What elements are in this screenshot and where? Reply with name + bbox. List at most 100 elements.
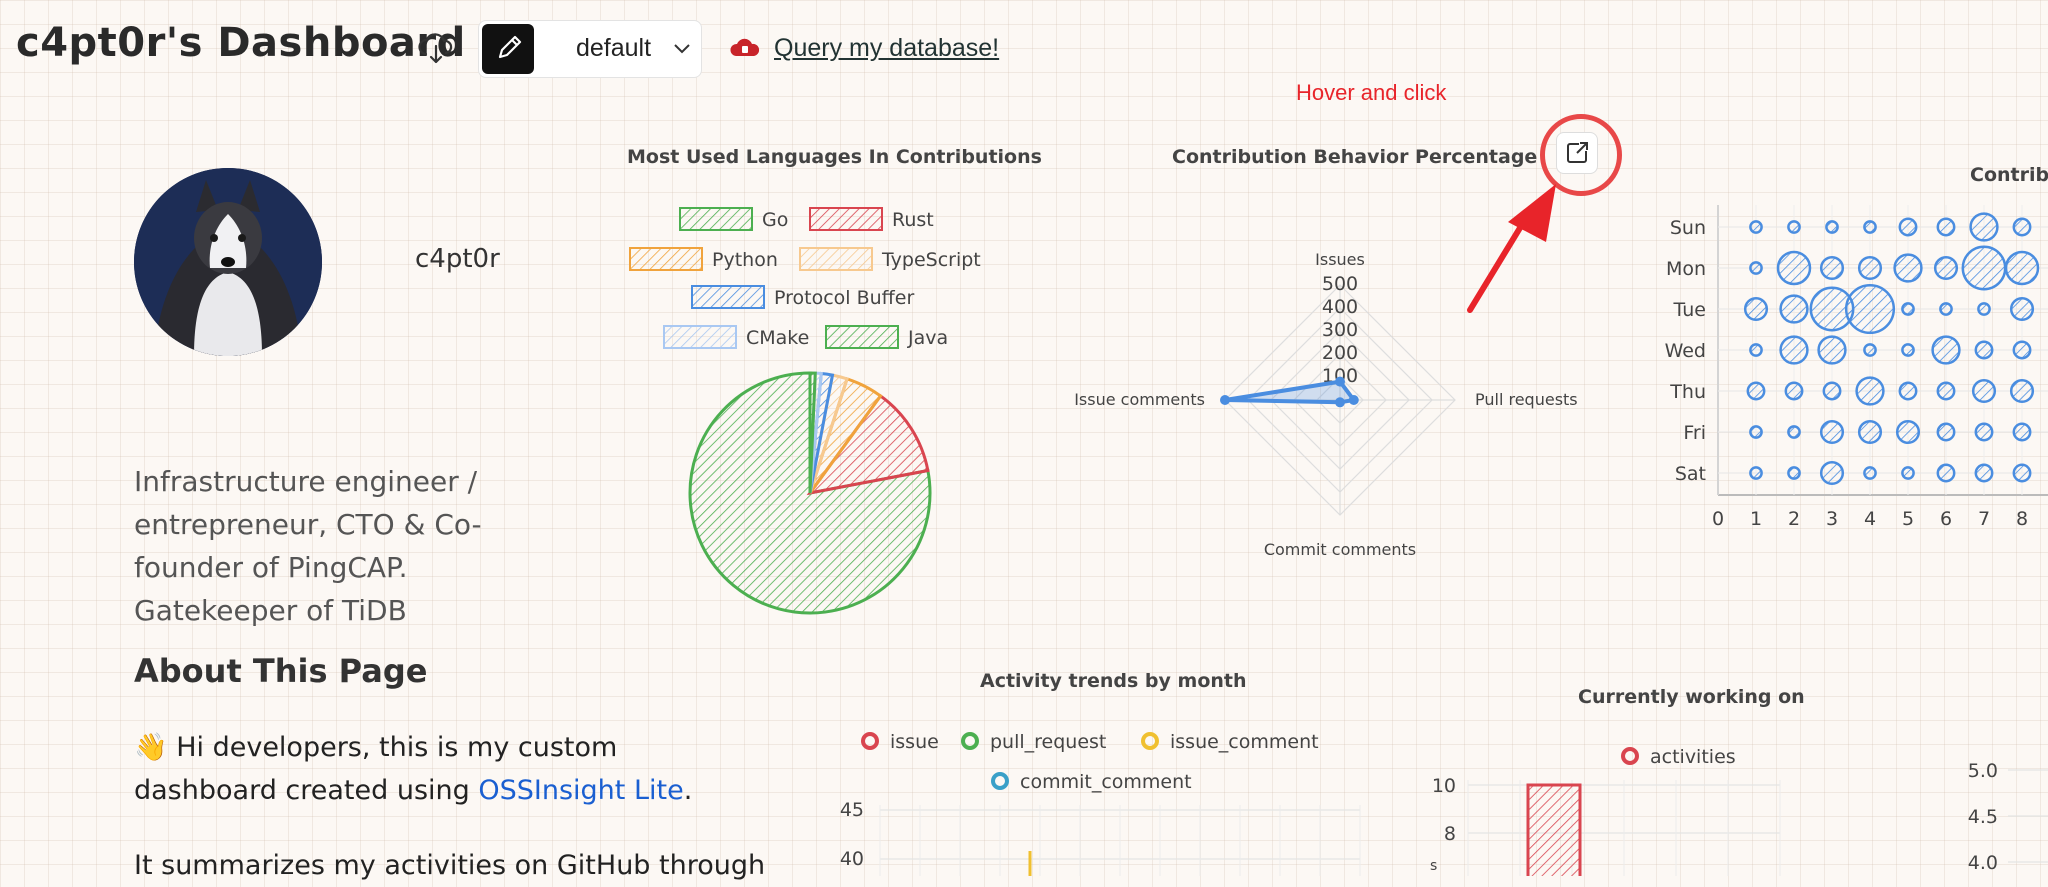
- x-tick-7: 7: [1978, 508, 1990, 530]
- scatter-point: [1749, 220, 1763, 234]
- radar-point: [1220, 395, 1230, 405]
- profile-bio: Infrastructure engineer / entrepreneur, …: [134, 465, 482, 627]
- scatter-point: [2009, 296, 2035, 322]
- hover-click-annotation: Hover and click: [1296, 80, 1447, 105]
- scatter-point: [1749, 425, 1763, 439]
- scatter-point: [1977, 302, 1991, 316]
- scatter-point: [1969, 212, 1999, 242]
- scatter-point: [1936, 463, 1956, 483]
- about-heading: About This Page: [134, 652, 428, 690]
- cloud-download-icon[interactable]: [416, 28, 456, 68]
- y-tick-wed: Wed: [1665, 340, 1706, 362]
- y-tick-40: 40: [840, 848, 864, 870]
- scatter-point: [1974, 422, 1994, 442]
- behavior-chart-title: Contribution Behavior Percentage: [1172, 146, 1538, 168]
- activity-trends-title: Activity trends by month: [980, 670, 1247, 692]
- scatter-point: [1974, 463, 1994, 483]
- theme-select-value[interactable]: default: [576, 34, 652, 62]
- working-on-title: Currently working on: [1578, 686, 1805, 708]
- legend-marker-activities: [1621, 747, 1639, 765]
- scatter-point: [1898, 381, 1918, 401]
- legend-label-issue_comment: issue_comment: [1170, 731, 1319, 753]
- scatter-point: [1898, 217, 1918, 237]
- avatar-husky-image: [134, 168, 322, 356]
- edit-button[interactable]: [482, 24, 534, 74]
- scatter-point: [1844, 283, 1896, 335]
- x-tick-3: 3: [1826, 508, 1838, 530]
- ossinsight-lite-link[interactable]: OSSInsight Lite: [478, 775, 684, 806]
- y-tick-tue: Tue: [1673, 299, 1706, 321]
- about-text-suffix: .: [683, 775, 693, 806]
- scatter-point: [1749, 466, 1763, 480]
- scatter-point: [1776, 250, 1812, 286]
- scatter-point: [1787, 425, 1801, 439]
- scatter-point: [1749, 343, 1763, 357]
- radar-tick-label: 400: [1322, 296, 1358, 318]
- extra-chart-axis: 5.0 4.5 4.0: [1968, 760, 2048, 874]
- radar-point: [1335, 397, 1345, 408]
- scatter-point: [2004, 250, 2040, 286]
- scatter-point: [1819, 255, 1845, 281]
- about-paragraph: 👋 Hi developers, this is my custom dashb…: [134, 726, 754, 812]
- y-tick-sat: Sat: [1675, 463, 1706, 485]
- cloud-database-icon: [730, 38, 760, 56]
- scatter-point: [1961, 245, 2007, 291]
- scatter-point: [1779, 294, 1809, 324]
- scatter-point: [1939, 302, 1953, 316]
- scatter-point: [1817, 335, 1847, 365]
- scatter-point: [1819, 419, 1845, 445]
- scatter-point: [1822, 381, 1842, 401]
- scatter-point: [1819, 460, 1845, 486]
- radar-tick-label: 500: [1322, 273, 1358, 295]
- scatter-point: [1779, 335, 1809, 365]
- pie-slice-rust: [806, 393, 930, 496]
- scatter-point: [1857, 255, 1883, 281]
- legend-label-python: Python: [712, 249, 778, 271]
- scatter-point: [2009, 378, 2035, 404]
- legend-marker-issue_comment: [1141, 732, 1159, 750]
- legend-label-cmake: CMake: [746, 327, 809, 349]
- legend-label-pull_request: pull_request: [990, 731, 1106, 753]
- scatter-point: [1971, 378, 1997, 404]
- scatter-point: [1931, 335, 1961, 365]
- y-tick-10: 10: [1432, 775, 1456, 797]
- query-database-link[interactable]: Query my database!: [774, 34, 1000, 62]
- scatter-point: [1743, 296, 1769, 322]
- punchcard-scatter-chart: Sun Mon Tue Wed Thu Fri Sat 0 1 2 3 4 5 6 7 8: [1665, 205, 2048, 530]
- scatter-point: [1936, 422, 1956, 442]
- y-tick-fri: Fri: [1683, 422, 1706, 444]
- scatter-point: [2012, 463, 2032, 483]
- scatter-point: [1895, 419, 1921, 445]
- scatter-point: [1936, 217, 1956, 237]
- radar-point: [1348, 395, 1359, 405]
- scatter-point: [1901, 466, 1915, 480]
- scatter-point: [1863, 220, 1877, 234]
- scatter-point: [1857, 419, 1883, 445]
- radar-axis-label-commit-comments: Commit comments: [1264, 540, 1416, 559]
- legend-marker-issue: [861, 732, 879, 750]
- scatter-point: [1933, 255, 1959, 281]
- about-text: 👋 Hi developers, this is my custom dashb…: [134, 732, 618, 806]
- scatter-point: [1936, 381, 1956, 401]
- chevron-down-icon[interactable]: [670, 36, 694, 60]
- x-tick-8: 8: [2016, 508, 2028, 530]
- y-tick-45: 45: [840, 799, 864, 821]
- y-tick-thu: Thu: [1669, 381, 1706, 403]
- x-tick-5: 5: [1902, 508, 1914, 530]
- username: c4pt0r: [415, 244, 500, 274]
- x-tick-6: 6: [1940, 508, 1952, 530]
- languages-chart-title: Most Used Languages In Contributions: [627, 146, 1042, 168]
- x-tick-0: 0: [1712, 508, 1724, 530]
- y-tick-4.5: 4.5: [1968, 806, 1998, 828]
- y-tick-mon: Mon: [1666, 258, 1706, 280]
- scatter-point: [1893, 253, 1923, 283]
- languages-pie-chart: Go Rust Python TypeScript Protocol Buffer CMa…: [629, 207, 981, 615]
- legend-label-rust: Rust: [892, 209, 934, 231]
- radar-point: [1335, 376, 1345, 387]
- pie-slice-java: [808, 371, 817, 494]
- scatter-point: [1787, 220, 1801, 234]
- y-tick-4.0: 4.0: [1968, 852, 1998, 874]
- bar-activities: [1526, 783, 1582, 876]
- scatter-point: [1784, 381, 1804, 401]
